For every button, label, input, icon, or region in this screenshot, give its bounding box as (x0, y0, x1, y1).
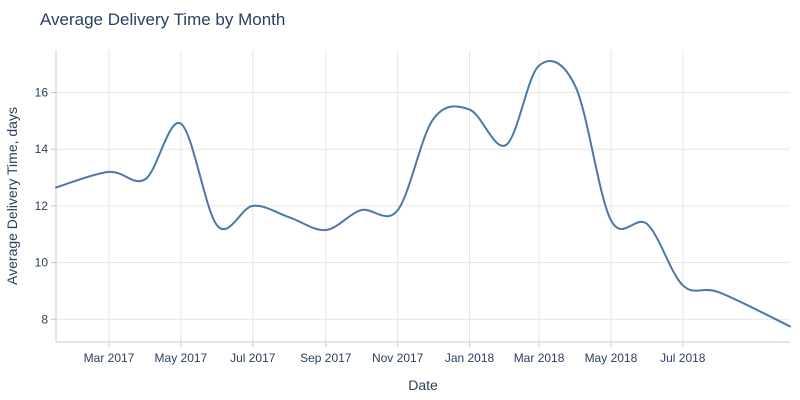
axes (51, 50, 790, 347)
x-tick-label: May 2018 (585, 351, 638, 365)
x-tick-label: Jan 2018 (445, 351, 495, 365)
y-tick-label: 10 (35, 256, 49, 270)
x-tick-label: Nov 2017 (372, 351, 424, 365)
series-line (55, 60, 791, 328)
y-tick-label: 12 (35, 199, 49, 213)
y-tick-label: 16 (35, 86, 49, 100)
tick-labels: Mar 2017 May 2017 Jul 2017 Sep 2017 Nov 2017… (35, 86, 706, 365)
x-tick-label: Jul 2017 (230, 351, 276, 365)
chart-title: Average Delivery Time by Month (40, 10, 285, 29)
x-tick-label: Mar 2017 (84, 351, 135, 365)
y-tick-label: 14 (35, 142, 49, 156)
series-layer (55, 60, 791, 328)
x-tick-label: May 2017 (155, 351, 208, 365)
x-axis-title: Date (408, 377, 438, 393)
x-tick-label: Sep 2017 (300, 351, 352, 365)
grid (56, 50, 790, 342)
x-tick-label: Jul 2018 (660, 351, 706, 365)
y-axis-title: Average Delivery Time, days (4, 107, 20, 285)
y-tick-label: 8 (41, 312, 48, 326)
x-tick-label: Mar 2018 (514, 351, 565, 365)
